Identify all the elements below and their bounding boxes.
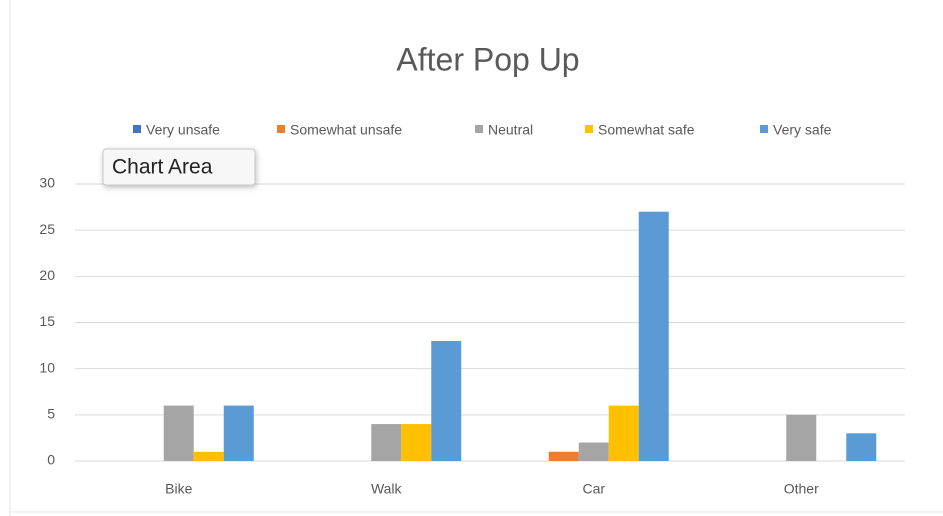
legend-swatch bbox=[133, 125, 141, 133]
bar bbox=[846, 433, 877, 461]
tooltip-text: Chart Area bbox=[112, 156, 213, 179]
legend-label: Somewhat unsafe bbox=[290, 122, 402, 138]
legend-label: Very unsafe bbox=[146, 122, 220, 138]
bar bbox=[786, 414, 817, 461]
bar bbox=[638, 211, 669, 461]
bar bbox=[193, 451, 224, 461]
bar bbox=[163, 405, 194, 461]
y-tick-label: 10 bbox=[39, 359, 55, 375]
plot-area: 0 5 10 15 20 25 30 Very unsafe Somewhat unsafe Ne… bbox=[39, 122, 905, 497]
tooltip-box bbox=[102, 148, 256, 186]
bar bbox=[371, 424, 402, 461]
bar bbox=[223, 405, 254, 461]
x-tick-label: Car bbox=[582, 481, 605, 497]
y-tick-label: 30 bbox=[39, 175, 55, 191]
bar bbox=[548, 451, 579, 461]
legend-swatch bbox=[277, 125, 285, 133]
x-tick-label: Walk bbox=[371, 481, 403, 497]
legend-swatch bbox=[760, 125, 768, 133]
legend-swatch bbox=[475, 125, 483, 133]
y-tick-label: 0 bbox=[47, 452, 55, 468]
y-tick-label: 20 bbox=[39, 267, 55, 283]
y-tick-label: 5 bbox=[47, 406, 55, 422]
legend-label: Neutral bbox=[488, 122, 533, 138]
tooltip: Chart Area bbox=[102, 148, 256, 186]
legend-swatch bbox=[585, 125, 593, 133]
bar bbox=[578, 442, 609, 461]
x-tick-label: Bike bbox=[165, 481, 192, 497]
chart-title: After Pop Up bbox=[396, 41, 579, 77]
y-tick-label: 25 bbox=[39, 221, 55, 237]
bar bbox=[431, 340, 462, 461]
x-tick-label: Other bbox=[784, 481, 819, 497]
bar bbox=[401, 424, 432, 461]
y-tick-label: 15 bbox=[39, 313, 55, 329]
legend-label: Somewhat safe bbox=[598, 122, 695, 138]
legend-label: Very safe bbox=[773, 122, 832, 138]
bar bbox=[608, 405, 639, 461]
